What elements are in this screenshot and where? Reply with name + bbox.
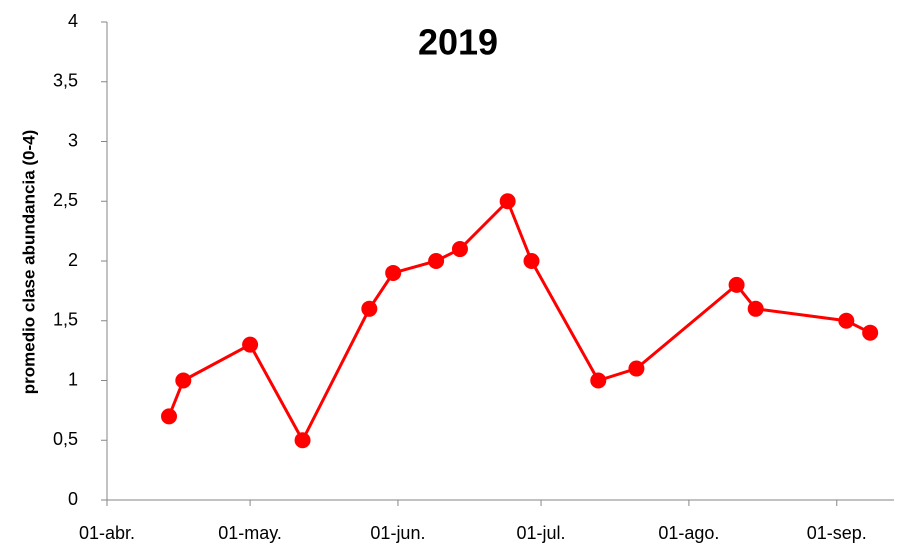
- data-point: [838, 313, 854, 329]
- y-tick-label: 3: [68, 130, 78, 150]
- data-point: [385, 265, 401, 281]
- x-tick-label: 01-may.: [218, 523, 282, 543]
- data-point: [628, 361, 644, 377]
- data-point: [175, 373, 191, 389]
- x-tick-label: 01-jul.: [517, 523, 566, 543]
- y-tick-label: 2: [68, 250, 78, 270]
- x-tick-label: 01-jun.: [370, 523, 425, 543]
- data-point: [428, 253, 444, 269]
- data-point: [452, 241, 468, 257]
- data-point: [524, 253, 540, 269]
- chart-title: 2019: [418, 22, 498, 63]
- data-point: [242, 337, 258, 353]
- data-line: [169, 201, 870, 440]
- y-tick-label: 1,5: [53, 310, 78, 330]
- data-point: [161, 408, 177, 424]
- y-tick-label: 0,5: [53, 429, 78, 449]
- data-point: [748, 301, 764, 317]
- y-tick-label: 4: [68, 11, 78, 31]
- chart: 2019 promedio clase abundancia (0-4) 0 0,…: [0, 0, 897, 548]
- data-point: [295, 432, 311, 448]
- x-tick-label: 01-abr.: [79, 523, 135, 543]
- data-point: [729, 277, 745, 293]
- x-tick-label: 01-ago.: [658, 523, 719, 543]
- data-point: [590, 373, 606, 389]
- data-point: [862, 325, 878, 341]
- y-tick-label: 1: [68, 369, 78, 389]
- y-axis-label: promedio clase abundancia (0-4): [19, 130, 38, 395]
- x-tick-label: 01-sep.: [807, 523, 867, 543]
- data-point: [361, 301, 377, 317]
- y-tick-label: 3,5: [53, 71, 78, 91]
- y-tick-label: 2,5: [53, 190, 78, 210]
- y-tick-label: 0: [68, 489, 78, 509]
- data-point: [500, 193, 516, 209]
